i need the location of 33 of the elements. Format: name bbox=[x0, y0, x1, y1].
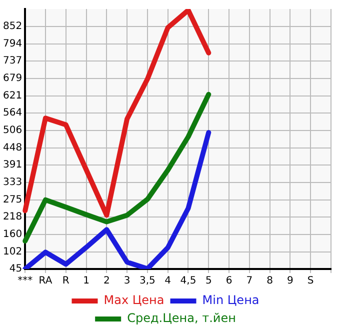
x-tick-label: *** bbox=[18, 276, 33, 287]
y-tick-label: 564 bbox=[2, 108, 22, 119]
x-tick-label: 3 bbox=[124, 276, 130, 287]
x-tick-label: R bbox=[62, 276, 70, 287]
x-tick-label: RA bbox=[38, 276, 52, 287]
y-tick-label: 333 bbox=[2, 177, 22, 188]
y-tick-label: 102 bbox=[2, 246, 22, 258]
y-tick-label: 391 bbox=[2, 160, 22, 171]
x-tick-label: 5 bbox=[205, 276, 212, 287]
x-tick-label: 3,5 bbox=[140, 276, 156, 287]
y-tick-label: 679 bbox=[2, 73, 22, 84]
x-tick-label: 6 bbox=[226, 276, 232, 287]
y-tick-label: 160 bbox=[2, 229, 22, 240]
y-tick-label: 45 bbox=[9, 264, 22, 275]
y-tick-label: 621 bbox=[2, 90, 22, 102]
y-tick-label: 218 bbox=[2, 212, 22, 223]
y-tick-label: 506 bbox=[2, 125, 22, 136]
x-tick-label: 9 bbox=[287, 276, 294, 287]
x-tick-label: 7 bbox=[246, 276, 253, 287]
y-tick-label: 737 bbox=[2, 56, 22, 67]
x-tick-label: S bbox=[307, 276, 314, 287]
x-tick-label: 4 bbox=[164, 276, 172, 287]
y-tick-label: 794 bbox=[2, 38, 22, 50]
y-tick-label: 448 bbox=[2, 142, 22, 154]
legend-label: Min Цена bbox=[202, 293, 260, 308]
legend-label: Сред.Цена, т.йен bbox=[127, 311, 236, 326]
x-tick-label: 8 bbox=[266, 276, 274, 287]
x-tick-label: 4,5 bbox=[180, 276, 196, 287]
y-tick-label: 852 bbox=[2, 21, 22, 32]
y-tick-label: 275 bbox=[2, 194, 22, 206]
x-tick-label: 2 bbox=[103, 276, 110, 287]
legend-label: Max Цена bbox=[104, 293, 164, 308]
x-tick-label: 1 bbox=[83, 276, 90, 287]
